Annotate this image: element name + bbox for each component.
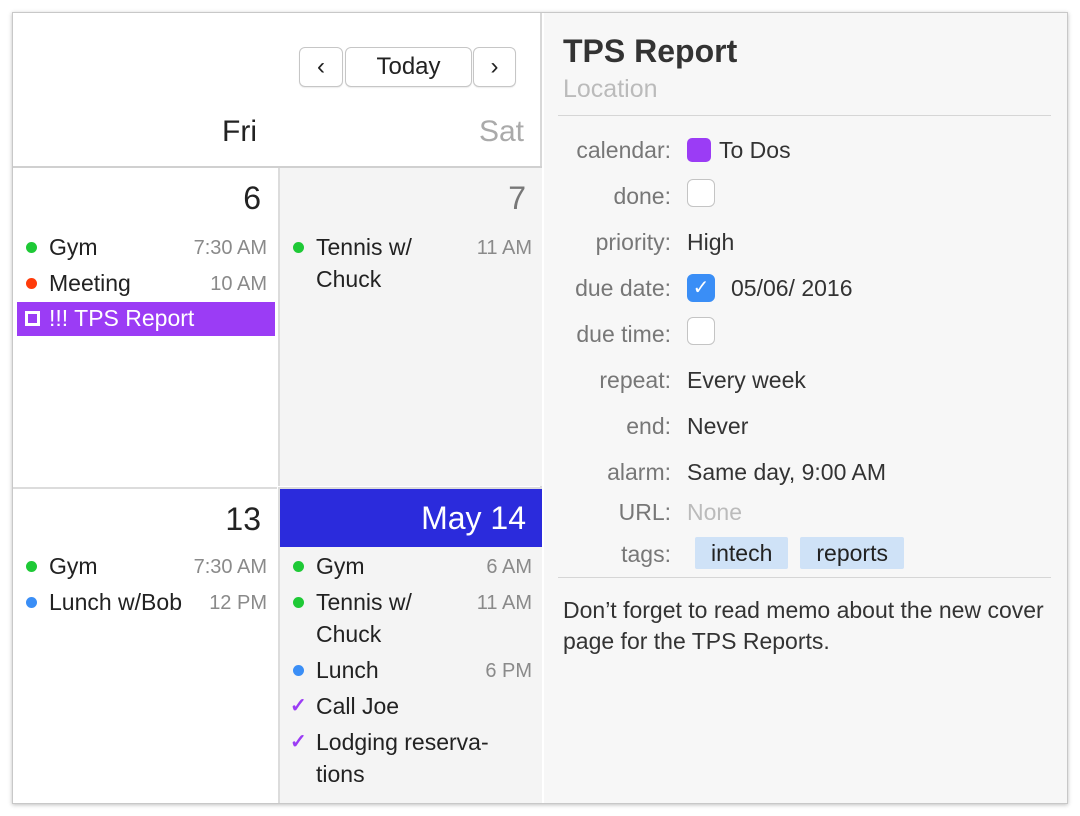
url-field[interactable]: None [687, 499, 742, 525]
alarm-row: alarm: Same day, 9:00 AM [544, 455, 1067, 489]
alarm-select[interactable]: Same day, 9:00 AM [687, 459, 887, 485]
todo-title: Lodging reserva- tions [316, 729, 489, 787]
due-date-row: due date: ✓ 05/06/ 2016 [544, 271, 1067, 305]
tags-label: tags: [621, 541, 671, 567]
calendar-dot-icon [26, 597, 37, 608]
done-checkbox[interactable] [687, 179, 715, 207]
priority-row: priority: High [544, 225, 1067, 259]
detail-panel: TPS Report Location calendar: To Dos done… [544, 13, 1067, 803]
calendar-dot-icon [26, 561, 37, 572]
priority-label: priority: [595, 229, 671, 255]
event-time: 11 AM [476, 237, 532, 259]
event-item[interactable]: Meeting 10 AM [13, 267, 277, 299]
due-date-field[interactable]: 05/06/ 2016 [731, 275, 853, 301]
tag-chip[interactable]: intech [695, 537, 789, 569]
todo-item[interactable]: ✓ Lodging reserva- tions [280, 726, 542, 790]
event-item[interactable]: Gym 7:30 AM [13, 550, 277, 582]
day-number: 6 [243, 180, 261, 216]
due-date-checkbox[interactable]: ✓ [687, 274, 715, 302]
event-item[interactable]: Tennis w/ Chuck 11 AM [280, 231, 542, 295]
previous-button[interactable]: ‹ [299, 47, 343, 87]
todo-title: !!! TPS Report [49, 305, 195, 331]
checkmark-icon: ✓ [290, 695, 307, 717]
day-number: 7 [508, 180, 526, 216]
calendar-grid: 6 Gym 7:30 AM Meeting 10 AM !!! TPS Report… [13, 166, 542, 803]
calendar-dot-icon [293, 561, 304, 572]
checkbox-icon[interactable] [25, 311, 40, 326]
priority-select[interactable]: High [687, 229, 735, 255]
event-title: Meeting [49, 270, 131, 296]
event-item[interactable]: Gym 7:30 AM [13, 231, 277, 263]
event-item[interactable]: Tennis w/ Chuck 11 AM [280, 586, 542, 650]
event-time: 11 AM [476, 592, 532, 614]
done-row: done: [544, 179, 1067, 213]
due-time-checkbox[interactable] [687, 317, 715, 345]
event-time: 6 PM [485, 660, 532, 682]
todo-item-selected[interactable]: !!! TPS Report [17, 302, 275, 336]
next-button[interactable]: › [473, 47, 516, 87]
event-title: Lunch w/Bob [49, 589, 182, 615]
event-time: 7:30 AM [193, 237, 267, 259]
repeat-select[interactable]: Every week [687, 367, 806, 393]
end-select[interactable]: Never [687, 413, 749, 439]
repeat-label: repeat: [599, 367, 671, 393]
event-time: 6 AM [486, 556, 532, 578]
due-time-label: due time: [576, 321, 671, 347]
event-title: Gym [49, 234, 98, 260]
calendar-row: calendar: To Dos [544, 133, 1067, 167]
day-number: 13 [225, 501, 261, 537]
calendar-dot-icon [293, 242, 304, 253]
day-cell-6[interactable]: 6 Gym 7:30 AM Meeting 10 AM !!! TPS Report [13, 168, 277, 486]
day-cell-13[interactable]: 13 Gym 7:30 AM Lunch w/Bob 12 PM [13, 487, 277, 803]
event-title: Gym [49, 553, 98, 579]
url-label: URL: [618, 499, 671, 525]
notes-field[interactable]: Don’t forget to read memo about the new … [563, 597, 1044, 654]
calendar-label: calendar: [576, 137, 671, 163]
calendar-dot-icon [26, 242, 37, 253]
day-header-fri: Fri [222, 115, 257, 148]
day-cell-may-14[interactable]: May 14 Gym 6 AM Tennis w/ Chuck 11 AM Lunc… [278, 487, 542, 803]
end-label: end: [626, 413, 671, 439]
calendar-window: ‹ Today › Fri Sat 6 Gym 7:30 AM Meeting 10… [12, 12, 1068, 804]
event-title: Gym [316, 553, 365, 579]
calendar-view: ‹ Today › Fri Sat 6 Gym 7:30 AM Meeting 10… [13, 13, 542, 803]
divider [558, 577, 1051, 578]
today-header: May 14 [280, 489, 542, 547]
url-row: URL: None [544, 495, 1067, 529]
event-title: Tennis w/ Chuck [316, 589, 412, 647]
calendar-dot-icon [293, 665, 304, 676]
checkmark-icon: ✓ [290, 731, 307, 753]
due-time-row: due time: [544, 317, 1067, 351]
calendar-color-swatch [687, 138, 711, 162]
due-date-label: due date: [575, 275, 671, 301]
calendar-value: To Dos [719, 137, 791, 163]
event-time: 12 PM [209, 592, 267, 614]
event-item[interactable]: Lunch 6 PM [280, 654, 542, 686]
today-button[interactable]: Today [345, 47, 472, 87]
todo-item[interactable]: ✓ Call Joe [280, 690, 542, 722]
end-row: end: Never [544, 409, 1067, 443]
calendar-select[interactable]: To Dos [687, 133, 791, 167]
divider [558, 115, 1051, 116]
calendar-dot-icon [293, 597, 304, 608]
tag-chip[interactable]: reports [800, 537, 904, 569]
chevron-left-icon: ‹ [317, 53, 325, 80]
event-title: Lunch [316, 657, 379, 683]
event-time: 10 AM [210, 273, 267, 295]
tags-row: tags: intech reports [544, 537, 1067, 571]
item-title[interactable]: TPS Report [563, 33, 738, 69]
location-field[interactable]: Location [563, 75, 658, 103]
alarm-label: alarm: [607, 459, 671, 485]
event-item[interactable]: Lunch w/Bob 12 PM [13, 586, 277, 618]
repeat-row: repeat: Every week [544, 363, 1067, 397]
chevron-right-icon: › [490, 53, 499, 80]
day-header-sat: Sat [478, 115, 524, 148]
todo-title: Call Joe [316, 693, 400, 719]
done-label: done: [613, 183, 671, 209]
event-title: Tennis w/ Chuck [316, 234, 412, 292]
day-cell-7[interactable]: 7 Tennis w/ Chuck 11 AM [278, 168, 542, 486]
calendar-dot-icon [26, 278, 37, 289]
event-time: 7:30 AM [193, 556, 267, 578]
event-item[interactable]: Gym 6 AM [280, 550, 542, 582]
